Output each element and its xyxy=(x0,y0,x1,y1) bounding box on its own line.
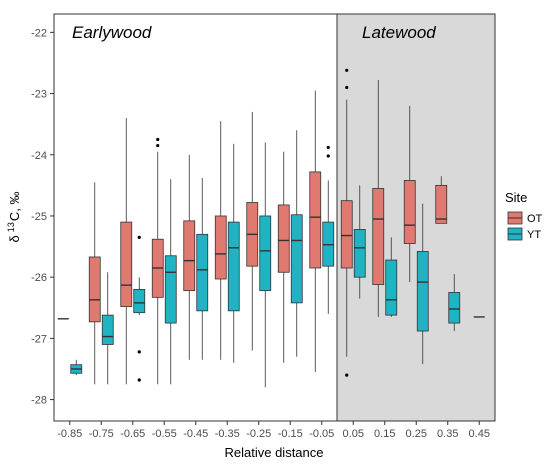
outlier-point xyxy=(345,373,349,377)
x-tick-label: 0.25 xyxy=(406,428,427,440)
x-tick-label: 0.35 xyxy=(437,428,458,440)
box-yt xyxy=(196,178,209,360)
x-tick-label: -0.75 xyxy=(89,428,114,440)
y-axis: -22 -23 -24 -25 -26 -27 -28 xyxy=(31,27,54,407)
x-tick-label: -0.85 xyxy=(57,428,82,440)
x-tick-label: -0.55 xyxy=(152,428,177,440)
box-body xyxy=(183,220,196,292)
box-yt xyxy=(385,237,398,317)
y-tick-label: -27 xyxy=(31,333,47,345)
box-body xyxy=(277,204,290,273)
earlywood-label: Earlywood xyxy=(72,23,152,42)
box-yt xyxy=(259,142,272,388)
box-yt xyxy=(290,130,303,357)
box-yt xyxy=(101,272,114,385)
x-tick-label: -0.45 xyxy=(183,428,208,440)
outlier-point xyxy=(156,143,160,148)
y-tick-label: -28 xyxy=(31,395,47,407)
x-tick-label: 0.05 xyxy=(343,428,364,440)
plot-frame xyxy=(53,13,496,422)
x-tick-label: 0.45 xyxy=(469,428,490,440)
x-tick-label: 0.15 xyxy=(374,428,395,440)
box-ot xyxy=(183,154,196,360)
box-ot xyxy=(403,105,416,283)
box-yt xyxy=(448,274,461,332)
box-body xyxy=(372,188,385,285)
box-yt xyxy=(322,145,335,314)
outlier-point xyxy=(137,350,141,354)
box-yt xyxy=(70,359,83,376)
outlier-point xyxy=(326,145,330,150)
box-body xyxy=(214,215,227,280)
y-tick-label: -24 xyxy=(31,150,47,162)
box-body xyxy=(385,259,398,316)
box-ot xyxy=(88,182,101,385)
box-body xyxy=(403,180,416,244)
legend: Site OT YT xyxy=(505,190,543,241)
box-body xyxy=(227,221,240,312)
box-yt xyxy=(164,179,177,385)
box-yt xyxy=(353,185,366,299)
y-axis-title-superscript: 13 xyxy=(6,222,16,232)
outlier-point xyxy=(156,137,160,142)
legend-label-ot: OT xyxy=(527,213,543,225)
box-ot xyxy=(309,90,322,373)
box-yt xyxy=(416,203,429,365)
panel-background-latewood xyxy=(337,14,495,421)
y-axis-title-rest: C, ‰ xyxy=(7,192,22,222)
box-body xyxy=(309,171,322,269)
box-ot xyxy=(151,137,164,385)
box-body xyxy=(448,292,461,324)
x-tick-label: -0.35 xyxy=(215,428,240,440)
x-tick-label: -0.05 xyxy=(309,428,334,440)
box-body xyxy=(290,214,303,304)
box-body xyxy=(88,256,101,323)
box-yt xyxy=(227,143,240,363)
box-ot xyxy=(372,80,385,317)
x-axis-title: Relative distance xyxy=(225,445,324,460)
box-body xyxy=(259,215,272,292)
box-body xyxy=(164,255,177,324)
y-axis-title: δ 13C, ‰ xyxy=(6,192,22,243)
box-yt xyxy=(133,235,146,382)
legend-label-yt: YT xyxy=(527,229,541,241)
latewood-label: Latewood xyxy=(362,23,436,42)
box-body xyxy=(101,314,114,345)
box-ot xyxy=(277,151,290,363)
x-tick-label: -0.25 xyxy=(246,428,271,440)
x-axis: -0.85 -0.75 -0.65 -0.55 -0.45 -0.35 -0.25 -0.15… xyxy=(57,421,490,440)
box-ot xyxy=(214,121,227,360)
x-tick-label: -0.65 xyxy=(120,428,145,440)
y-tick-label: -26 xyxy=(31,272,47,284)
box-body xyxy=(353,229,366,278)
legend-title: Site xyxy=(505,190,527,205)
y-tick-label: -25 xyxy=(31,211,47,223)
box-body xyxy=(416,251,429,332)
box-ot xyxy=(246,111,259,351)
box-body xyxy=(435,184,448,224)
outlier-point xyxy=(137,235,141,239)
outlier-point xyxy=(345,68,349,72)
y-tick-label: -22 xyxy=(31,27,47,39)
x-tick-label: -0.15 xyxy=(278,428,303,440)
box-ot xyxy=(120,118,133,385)
plot-marks xyxy=(57,68,485,388)
outlier-point xyxy=(137,378,141,382)
outlier-point xyxy=(326,154,330,158)
panel-background-earlywood xyxy=(54,14,337,421)
outlier-point xyxy=(345,85,349,90)
y-axis-title-main: δ xyxy=(7,235,22,242)
box-body xyxy=(196,233,209,312)
box-body xyxy=(340,200,353,269)
y-tick-label: -23 xyxy=(31,89,47,101)
box-body xyxy=(133,289,146,314)
box-ot xyxy=(435,176,448,224)
box-ot xyxy=(340,68,353,377)
box-body xyxy=(120,221,133,307)
